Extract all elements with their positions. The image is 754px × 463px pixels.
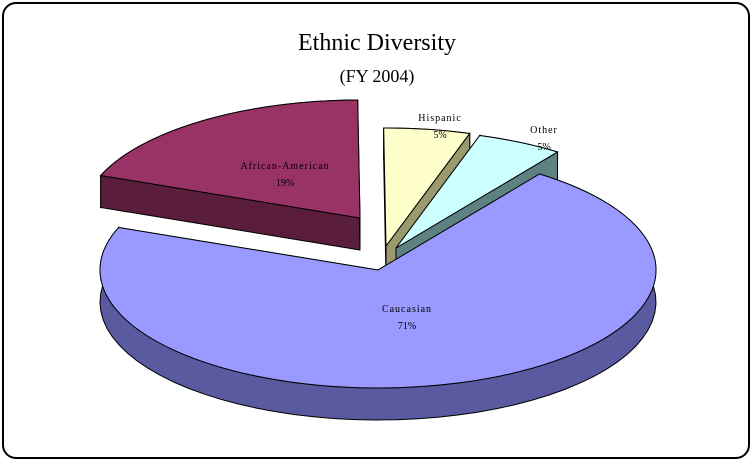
slice-name-text: Hispanic — [418, 113, 462, 124]
chart-title: Ethnic Diversity — [298, 30, 456, 56]
slice-percent-text: 71% — [398, 321, 416, 332]
slice-label-other: Other 5% — [530, 125, 558, 153]
slice-percent-text: 5% — [433, 130, 446, 141]
slice-label-caucasian: Caucasian 71% — [382, 304, 432, 332]
slice-name-text: Other — [530, 125, 558, 136]
slice-other — [395, 134, 559, 249]
slice-name-text: Caucasian — [382, 304, 432, 315]
slice-percent-text: 5% — [537, 142, 550, 153]
slice-labels: Caucasian 71% African-American 19% Hispanic 5… — [240, 113, 558, 332]
slice-tops — [99, 99, 657, 389]
chart-subtitle: (FY 2004) — [340, 66, 415, 87]
slice-percent-text: 19% — [276, 178, 294, 189]
slice-caucasian — [99, 173, 657, 389]
slice-african-american — [99, 99, 361, 219]
slice-label-african-american: African-American 19% — [240, 161, 329, 189]
slice-label-hispanic: Hispanic 5% — [418, 113, 462, 141]
slice-name-text: African-American — [240, 161, 329, 172]
slice-hispanic — [383, 127, 471, 248]
